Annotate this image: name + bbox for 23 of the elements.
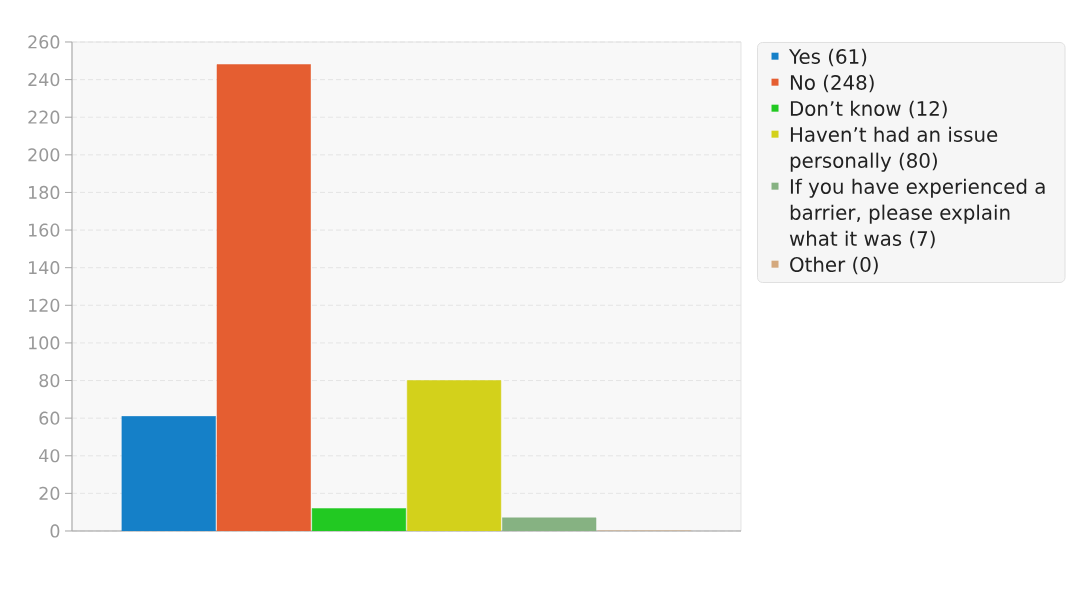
y-tick-label: 140 xyxy=(29,261,60,275)
legend-label: Haven’t had an issue personally (80) xyxy=(790,126,998,172)
y-tick-label: 40 xyxy=(39,449,60,463)
y-tick-label: 80 xyxy=(39,373,60,388)
legend-label: No (248) xyxy=(790,74,874,93)
legend-label: If you have experienced a barrier, please explain what it was (7) xyxy=(789,178,1045,249)
y-tick-label: 240 xyxy=(28,72,60,87)
y-tick-label: 220 xyxy=(28,110,60,124)
y-tick-label: 120 xyxy=(29,298,60,312)
y-tick-label: 180 xyxy=(29,185,60,200)
y-tick-label: 60 xyxy=(39,411,60,425)
legend-label: Other (0) xyxy=(790,256,878,275)
y-tick-label: 100 xyxy=(29,336,60,350)
legend-label: Don’t know (12) xyxy=(790,100,947,119)
y-tick-label: 200 xyxy=(28,148,60,162)
bar xyxy=(502,517,597,531)
y-tick-label: 0 xyxy=(50,524,60,538)
bar xyxy=(121,416,216,531)
y-tick-label: 260 xyxy=(28,35,60,49)
y-tick-label: 160 xyxy=(29,223,60,237)
legend-label: Yes (61) xyxy=(788,48,867,67)
bar xyxy=(216,64,311,531)
y-tick-label: 20 xyxy=(39,486,60,500)
